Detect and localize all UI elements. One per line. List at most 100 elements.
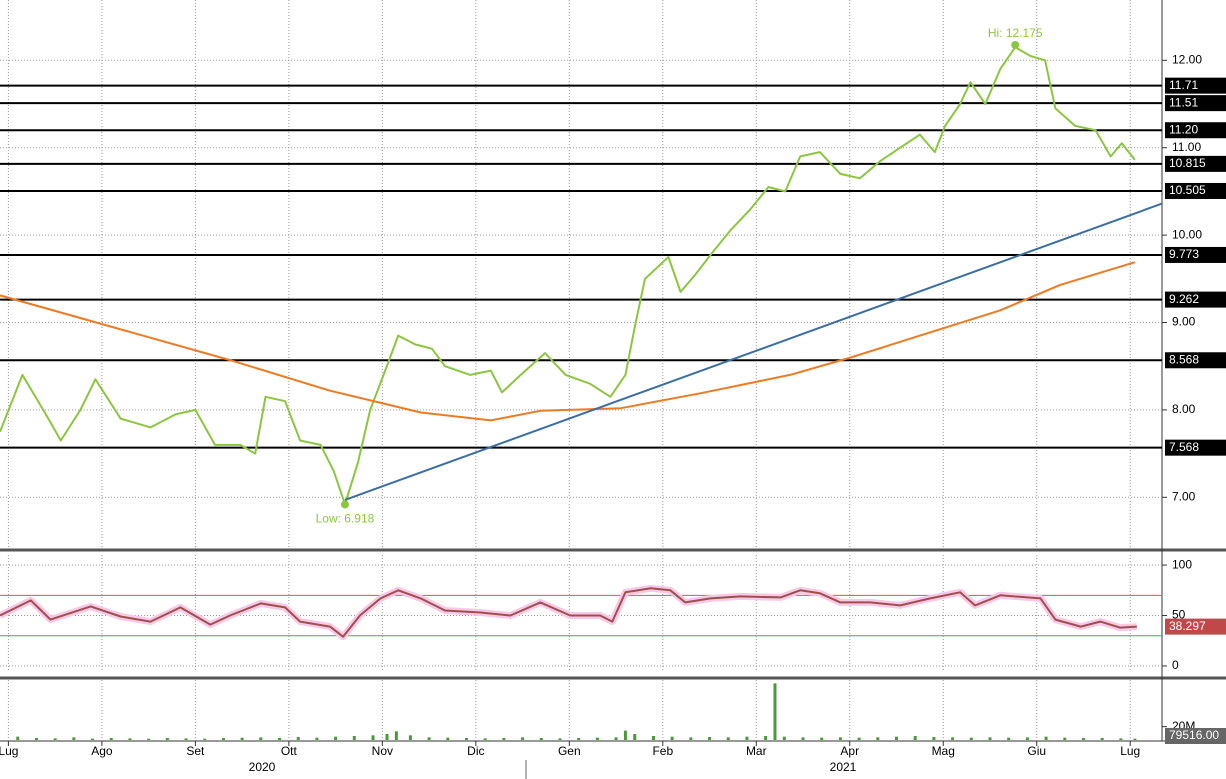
x-tick-label: Mag [932,744,955,758]
volume-bar [595,737,599,740]
volume-bar [278,738,282,740]
last-value-box [1165,728,1226,744]
volume-bar [670,736,674,740]
volume-bar [446,737,450,740]
last-value-label: 79516.00 [1169,728,1219,742]
level-label: 11.51 [1169,95,1198,109]
annotation: Low: 6.918 [316,512,375,526]
volume-bar [895,736,899,740]
volume-bar [988,737,992,740]
x-tick-label: Feb [652,744,673,758]
volume-bar [773,683,777,740]
volume-bar [53,738,57,740]
y-tick-label: 12.00 [1172,52,1202,66]
volume-bar [394,731,398,740]
level-label-box [1165,439,1226,456]
volume-bar [623,730,627,740]
volume-bar [521,737,525,740]
volume-bar [539,738,543,740]
volume-bar [109,738,113,740]
volume-bar [1025,737,1029,740]
volume-bar [221,738,225,740]
volume-bar [1133,738,1137,740]
level-label: 7.568 [1169,440,1199,454]
volume-bar [91,738,95,740]
x-tick-label: Giu [1027,744,1046,758]
volume-bar [764,736,768,740]
volume-bar [857,737,861,740]
volume-bar [745,736,749,740]
volume-bar [726,737,730,740]
y-tick-label: 8.00 [1172,402,1196,416]
x-tick-label: Ott [281,744,298,758]
level-label-box [1165,122,1226,139]
volume-bar [1100,738,1104,740]
level-label: 11.71 [1169,78,1198,92]
volume-bar [913,736,917,740]
level-label-box [1165,246,1226,263]
x-tick-label: Ago [91,744,113,758]
year-label: 2020 [249,760,276,774]
last-value-box [1165,618,1226,635]
x-tick-label: Gen [558,744,581,758]
last-value-label: 38.297 [1169,619,1206,633]
volume-bar [951,737,955,740]
volume-bar [408,735,412,740]
volume-bar [502,738,506,740]
annotation-point [1011,41,1020,50]
volume-bar [483,738,487,740]
level-label: 8.568 [1169,352,1199,366]
x-tick-label: Mar [746,744,767,758]
volume-bar [838,737,842,740]
volume-bar [651,736,655,740]
x-tick-label: Lug [0,744,18,758]
volume-bar [1044,736,1048,740]
level-label-box [1165,291,1226,308]
volume-bar [614,737,618,740]
volume-bar [464,738,468,740]
volume-bar [385,734,389,740]
volume-bar [352,736,356,740]
volume-bar [801,737,805,740]
volume-bar [633,734,637,740]
level-label: 10.505 [1169,183,1206,197]
level-label-box [1165,77,1226,94]
level-label-box [1165,182,1226,199]
volume-bar [558,738,562,740]
level-label: 11.20 [1169,122,1198,136]
x-tick-label: Dic [467,744,484,758]
volume-bar [147,738,151,740]
volume-bar [820,737,824,740]
y-tick-label: 9.00 [1172,315,1196,329]
x-tick-label: Lug [1120,744,1140,758]
volume-bar [315,737,319,740]
y-tick-label: 10.00 [1172,227,1202,241]
volume-bar [72,737,76,740]
volume-bar [708,737,712,740]
x-tick-label: Set [186,744,205,758]
volume-bar [427,737,431,740]
level-label-box [1165,155,1226,172]
volume-bar [34,738,38,740]
volume-bar [296,737,300,740]
series-line [0,261,1136,422]
volume-bar [1119,738,1123,740]
volume-bar [334,736,338,740]
year-label: 2021 [830,760,857,774]
volume-bar [259,737,263,740]
y-tick-label: 50 [1172,608,1186,622]
annotation: Hi: 12.175 [988,26,1043,40]
series-line [344,202,1163,501]
series-line [0,46,1136,506]
volume-bar [782,736,786,740]
volume-bar [371,735,375,740]
volume-bar [128,738,132,740]
y-tick-label: 0 [1172,658,1179,672]
series-line [0,587,1137,638]
volume-bar [969,737,973,740]
volume-bar [1063,737,1067,740]
level-label: 9.262 [1169,292,1199,306]
level-label-box [1165,95,1226,112]
